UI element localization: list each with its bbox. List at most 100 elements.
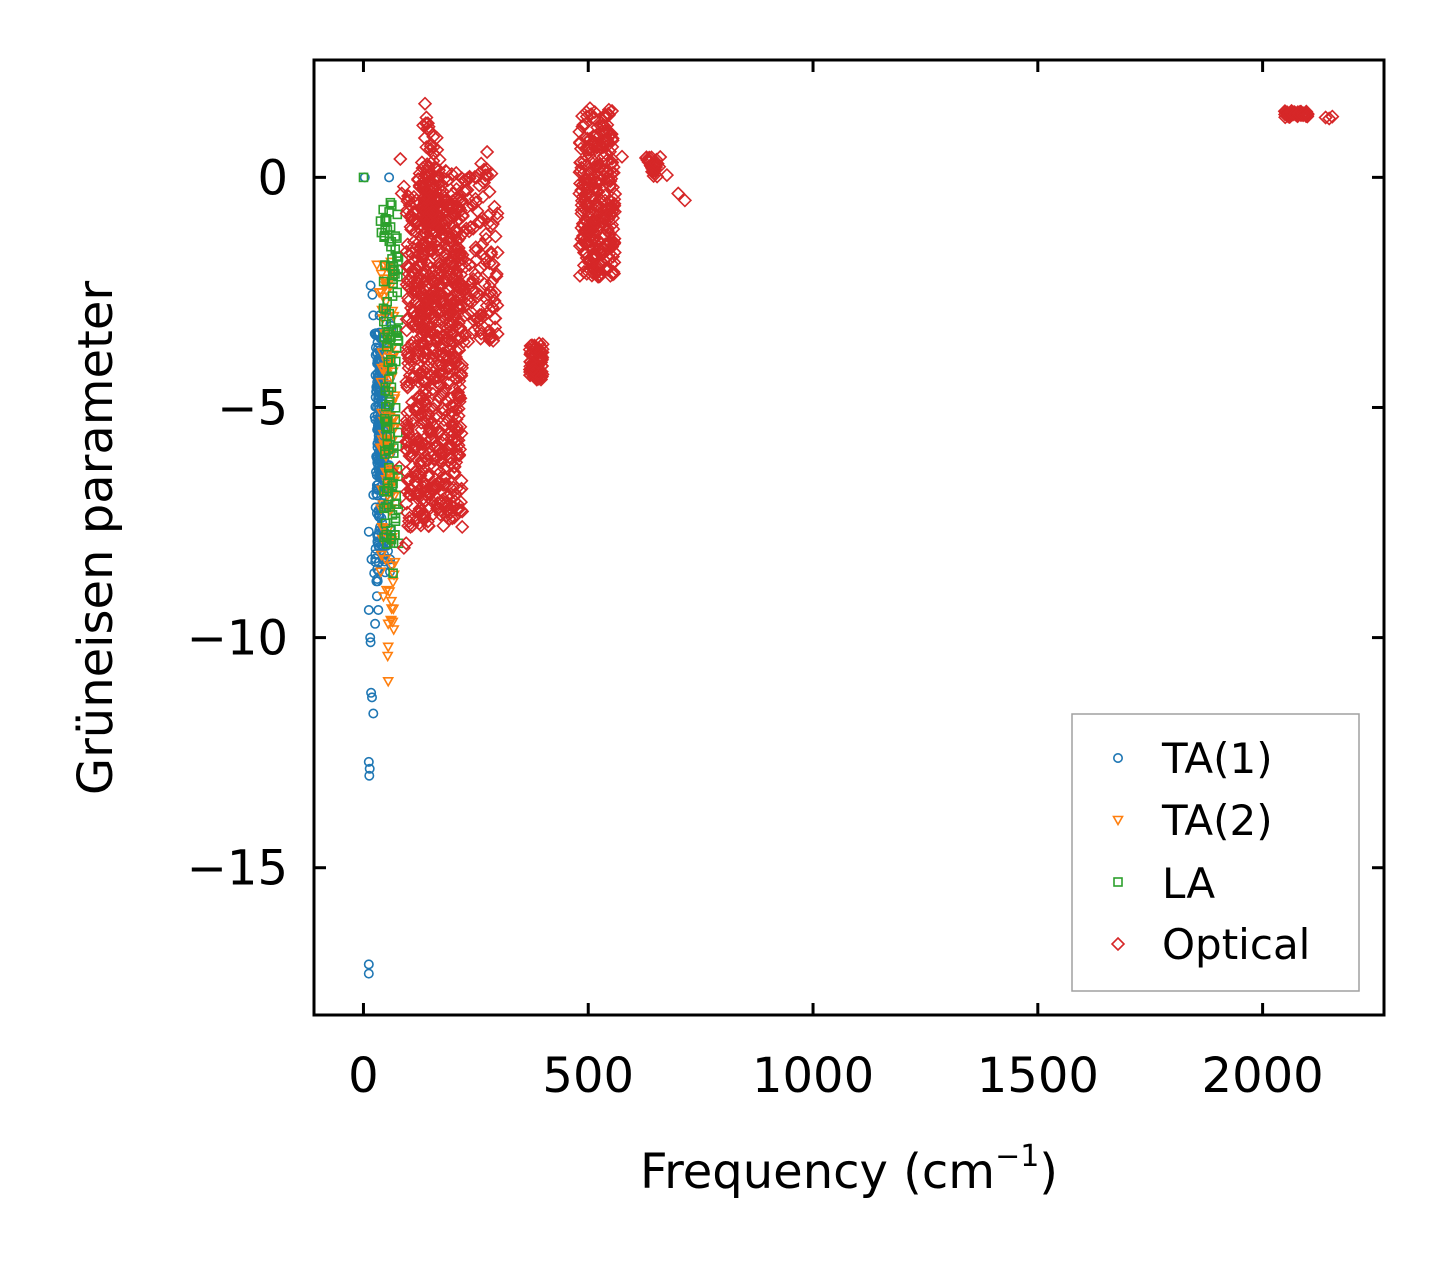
data-point — [415, 175, 430, 190]
legend: TA(1) TA(2) LA Optical — [1071, 713, 1360, 992]
data-point — [399, 259, 415, 274]
data-point — [380, 518, 391, 529]
data-point — [457, 308, 473, 323]
data-point — [445, 511, 460, 526]
data-point — [378, 276, 389, 287]
data-point — [358, 172, 369, 183]
data-point — [1322, 111, 1337, 126]
data-point — [483, 285, 499, 300]
data-point — [481, 265, 496, 280]
data-point — [446, 310, 461, 325]
data-point — [416, 445, 431, 460]
y-tick-label: −5 — [217, 380, 288, 436]
data-point — [443, 451, 458, 466]
data-point — [576, 165, 591, 181]
data-point — [382, 379, 394, 391]
data-point — [578, 188, 593, 203]
data-point — [383, 587, 396, 598]
data-point — [382, 642, 395, 653]
data-point — [400, 202, 415, 217]
data-point — [394, 186, 409, 201]
data-point — [452, 290, 468, 305]
data-point — [379, 554, 392, 566]
data-point — [1281, 106, 1296, 121]
data-point — [383, 399, 394, 410]
data-point — [447, 397, 462, 412]
data-point — [433, 338, 448, 354]
data-point — [455, 247, 470, 263]
data-point — [456, 184, 472, 199]
data-point — [430, 273, 446, 288]
data-point — [390, 499, 400, 509]
data-point — [441, 360, 457, 376]
data-point — [365, 637, 376, 648]
data-point — [385, 616, 397, 627]
data-point — [460, 182, 475, 198]
data-point — [482, 332, 497, 348]
data-point — [381, 486, 392, 497]
data-point — [428, 408, 444, 423]
data-point — [382, 619, 395, 630]
data-point — [590, 139, 605, 155]
data-point — [449, 239, 465, 254]
data-point — [433, 223, 448, 238]
data-point — [422, 254, 438, 269]
data-point — [400, 347, 415, 363]
data-point — [575, 119, 590, 134]
data-point — [451, 448, 467, 463]
data-point — [454, 481, 469, 496]
data-point — [439, 204, 455, 219]
data-point — [369, 328, 380, 339]
data-point — [469, 252, 485, 267]
data-point — [444, 451, 459, 466]
data-point — [392, 251, 402, 261]
data-point — [425, 325, 440, 340]
data-point — [385, 197, 396, 208]
data-point — [480, 167, 495, 183]
data-point — [381, 651, 394, 663]
data-point — [392, 287, 403, 298]
data-point — [431, 170, 446, 185]
data-point — [417, 342, 432, 357]
data-point — [371, 480, 382, 491]
data-point — [401, 518, 416, 534]
data-point — [453, 494, 469, 510]
data-point — [401, 311, 416, 326]
data-point — [427, 311, 442, 326]
axis-ticks: 0 500 1000 1500 2000 0 −5 −10 −15 — [187, 60, 1384, 1104]
data-point — [401, 426, 416, 441]
data-point — [438, 255, 454, 271]
data-point — [374, 567, 387, 578]
data-point — [605, 131, 620, 146]
data-point — [435, 492, 450, 508]
data-point — [443, 315, 458, 330]
data-point — [363, 756, 374, 767]
data-point — [405, 459, 420, 474]
data-point — [480, 208, 496, 223]
data-point — [597, 109, 612, 125]
data-point — [411, 276, 427, 292]
data-point — [405, 518, 420, 533]
data-point — [441, 366, 456, 382]
data-point — [390, 402, 401, 413]
data-points — [358, 96, 1340, 979]
data-point — [373, 288, 386, 299]
data-point — [368, 310, 379, 321]
data-point — [370, 466, 381, 477]
data-point — [447, 465, 462, 480]
data-point — [368, 489, 379, 500]
legend-marker — [1113, 752, 1124, 763]
data-point — [574, 197, 589, 213]
data-point — [439, 360, 454, 375]
data-point — [409, 469, 425, 484]
data-point — [384, 172, 395, 183]
data-point — [386, 237, 397, 247]
data-point — [401, 430, 417, 445]
data-point — [640, 153, 655, 168]
data-point — [489, 266, 504, 282]
data-point — [599, 260, 615, 276]
data-point — [454, 368, 469, 383]
data-point — [604, 171, 619, 186]
data-point — [411, 374, 426, 389]
x-tick-label: 1000 — [752, 1048, 874, 1104]
